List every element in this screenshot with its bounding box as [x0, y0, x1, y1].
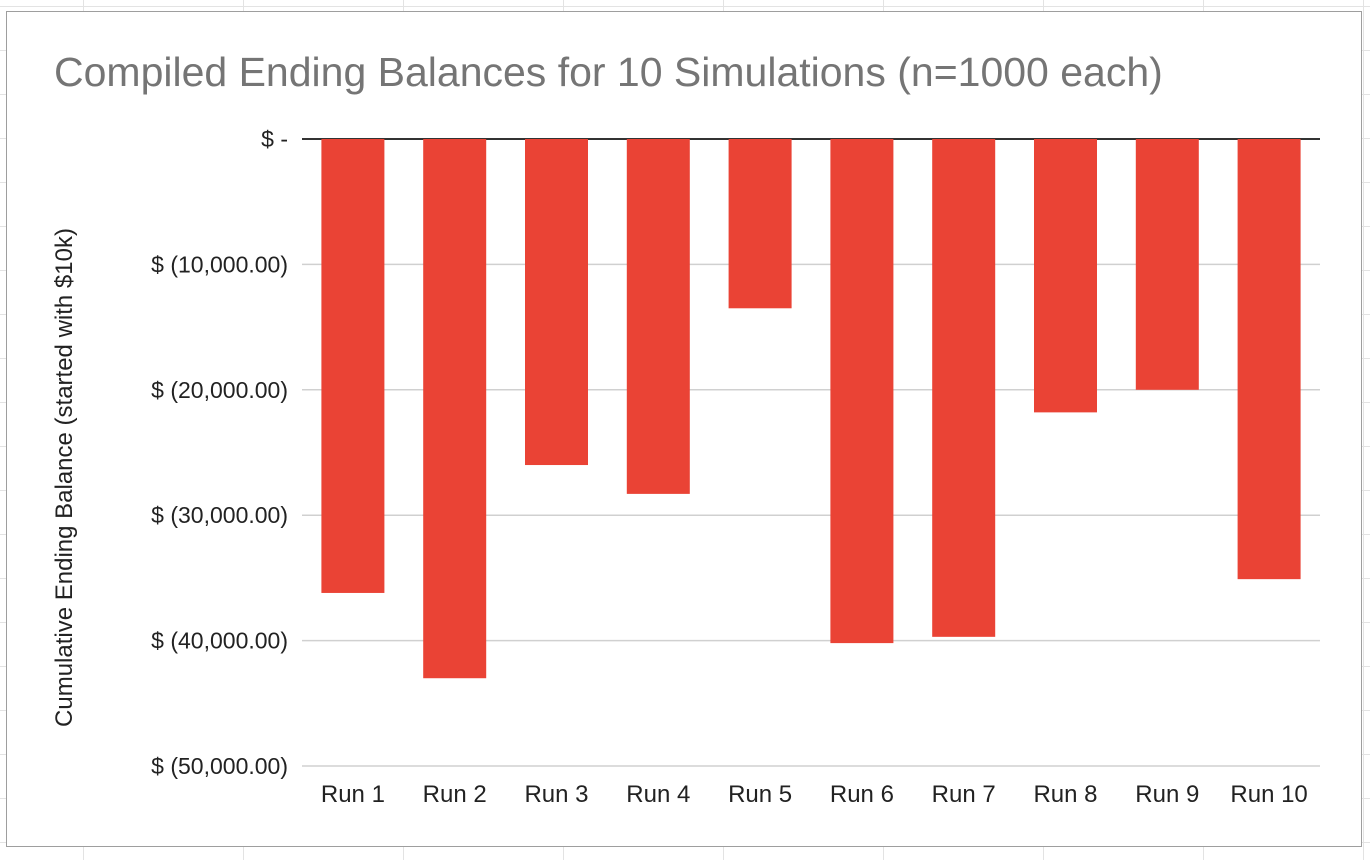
bar-run-3[interactable]: [525, 139, 588, 466]
x-category-label: Run 5: [728, 781, 792, 808]
y-tick-label: $ -: [261, 126, 288, 152]
x-category-labels: Run 1 Run 2 Run 3 Run 4 Run 5 Run 6 Run 7 Run 8…: [321, 781, 1308, 808]
x-category-label: Run 8: [1033, 781, 1097, 808]
bar-run-2[interactable]: [423, 139, 487, 679]
y-axis-title: Cumulative Ending Balance (started with …: [51, 228, 78, 727]
chart-title: Compiled Ending Balances for 10 Simulati…: [54, 49, 1163, 95]
x-category-label: Run 1: [321, 781, 385, 808]
x-category-label: Run 9: [1135, 781, 1199, 808]
y-tick-label: $ (30,000.00): [151, 502, 288, 528]
y-tick-labels: $ - $ (10,000.00) $ (20,000.00) $ (30,000.0…: [151, 126, 288, 779]
bar-run-5[interactable]: [728, 139, 792, 309]
y-tick-label: $ (50,000.00): [151, 753, 288, 779]
x-category-label: Run 3: [524, 781, 588, 808]
x-category-label: Run 10: [1230, 781, 1307, 808]
bar-run-7[interactable]: [932, 139, 996, 637]
bars: [321, 139, 1301, 679]
bar-run-1[interactable]: [321, 139, 385, 593]
x-category-label: Run 2: [423, 781, 487, 808]
bar-run-4[interactable]: [626, 139, 690, 494]
bar-run-6[interactable]: [830, 139, 894, 644]
x-category-label: Run 4: [626, 781, 690, 808]
y-tick-label: $ (10,000.00): [151, 251, 288, 277]
y-tick-label: $ (20,000.00): [151, 377, 288, 403]
y-tick-label: $ (40,000.00): [151, 628, 288, 654]
bar-run-9[interactable]: [1135, 139, 1199, 390]
x-category-label: Run 6: [830, 781, 894, 808]
x-category-label: Run 7: [932, 781, 996, 808]
bar-run-8[interactable]: [1034, 139, 1097, 413]
bar-run-10[interactable]: [1237, 139, 1301, 580]
